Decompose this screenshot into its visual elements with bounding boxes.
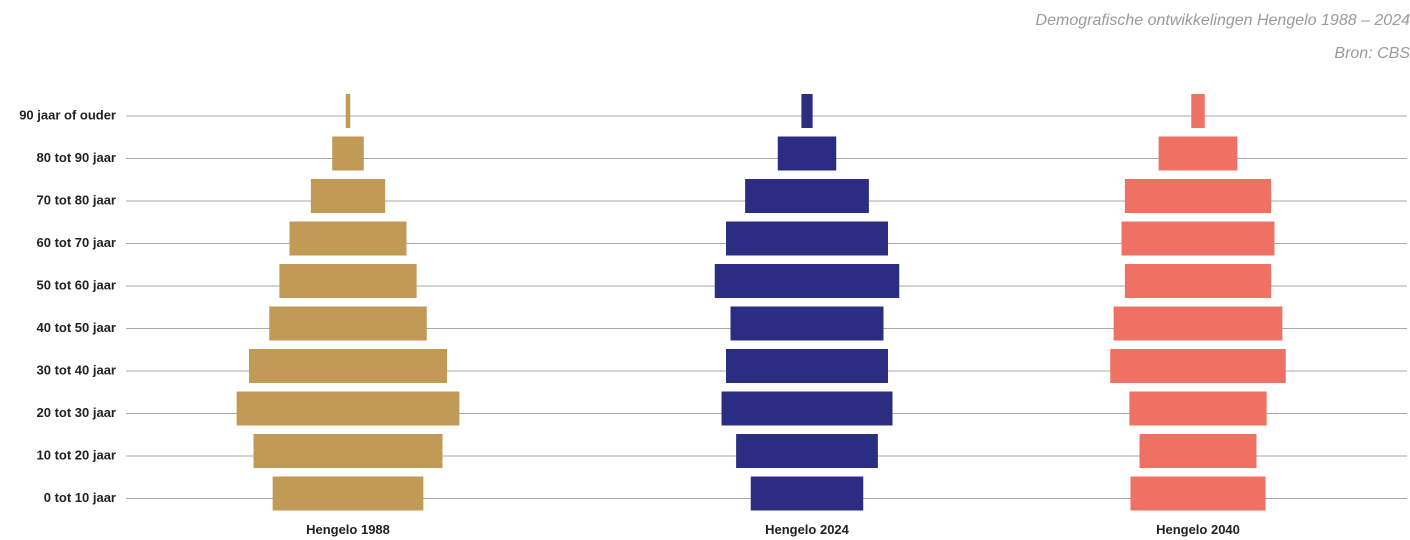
bar-hengelo-2040-40-tot-50-jaar	[1113, 306, 1283, 341]
category-label: 70 tot 80 jaar	[37, 192, 117, 207]
bar-hengelo-2024-20-tot-30-jaar	[721, 391, 893, 426]
bar-hengelo-2040-10-tot-20-jaar	[1139, 434, 1257, 468]
bar-hengelo-2040-30-tot-40-jaar	[1110, 349, 1286, 383]
series-label-hengelo-1988: Hengelo 1988	[306, 522, 390, 537]
bar-hengelo-2040-0-tot-10-jaar	[1130, 476, 1266, 511]
category-label: 20 tot 30 jaar	[37, 405, 117, 420]
category-label: 40 tot 50 jaar	[37, 320, 117, 335]
bar-hengelo-2024-70-tot-80-jaar	[745, 179, 869, 213]
category-label: 10 tot 20 jaar	[37, 447, 117, 462]
bar-hengelo-2040-50-tot-60-jaar	[1124, 264, 1272, 298]
bar-hengelo-2040-70-tot-80-jaar	[1124, 179, 1272, 213]
bar-hengelo-2024-0-tot-10-jaar	[750, 476, 864, 511]
bar-hengelo-2040-20-tot-30-jaar	[1129, 391, 1267, 426]
bar-hengelo-2024-50-tot-60-jaar	[714, 264, 900, 298]
bar-hengelo-2024-30-tot-40-jaar	[726, 349, 888, 383]
series-label-hengelo-2040: Hengelo 2040	[1156, 522, 1240, 537]
bar-hengelo-1988-50-tot-60-jaar	[279, 264, 417, 298]
bar-hengelo-1988-20-tot-30-jaar	[236, 391, 460, 426]
category-label: 0 tot 10 jaar	[44, 490, 116, 505]
bar-hengelo-2040-60-tot-70-jaar	[1121, 221, 1275, 256]
bar-hengelo-2040-80-tot-90-jaar	[1158, 136, 1238, 171]
source-label: Bron: CBS	[1334, 45, 1410, 62]
bar-hengelo-1988-30-tot-40-jaar	[249, 349, 447, 383]
category-label: 90 jaar of ouder	[19, 107, 116, 122]
category-label: 50 tot 60 jaar	[37, 277, 117, 292]
bar-hengelo-1988-60-tot-70-jaar	[289, 221, 407, 256]
bar-hengelo-2024-80-tot-90-jaar	[777, 136, 837, 171]
bar-hengelo-1988-10-tot-20-jaar	[253, 434, 443, 468]
category-label: 80 tot 90 jaar	[37, 150, 117, 165]
bar-hengelo-2024-90-jaar-of-ouder	[801, 94, 813, 128]
bar-hengelo-1988-90-jaar-of-ouder	[345, 94, 351, 128]
bar-hengelo-2040-90-jaar-of-ouder	[1191, 94, 1205, 128]
chart-title: Demografische ontwikkelingen Hengelo 198…	[1035, 12, 1410, 29]
bar-hengelo-1988-80-tot-90-jaar	[332, 136, 364, 171]
bar-hengelo-1988-40-tot-50-jaar	[269, 306, 427, 341]
bar-hengelo-1988-0-tot-10-jaar	[272, 476, 424, 511]
bar-hengelo-2024-10-tot-20-jaar	[736, 434, 878, 468]
bar-hengelo-2024-60-tot-70-jaar	[726, 221, 888, 256]
bar-hengelo-1988-70-tot-80-jaar	[310, 179, 386, 213]
bar-hengelo-2024-40-tot-50-jaar	[730, 306, 884, 341]
category-label: 60 tot 70 jaar	[37, 235, 117, 250]
category-label: 30 tot 40 jaar	[37, 362, 117, 377]
series-label-hengelo-2024: Hengelo 2024	[765, 522, 850, 537]
